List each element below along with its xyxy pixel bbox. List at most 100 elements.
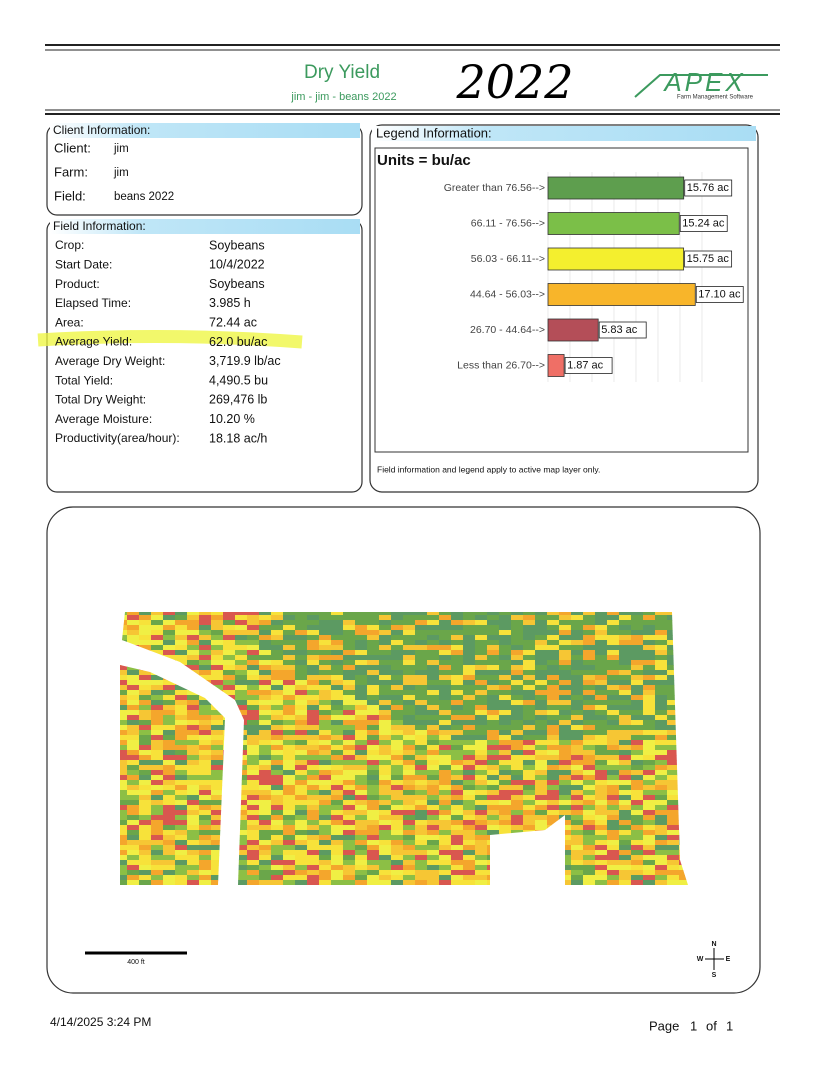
map-cell <box>571 795 584 801</box>
map-cell <box>163 770 176 776</box>
map-cell <box>691 835 704 841</box>
map-cell <box>463 700 476 706</box>
map-cell <box>415 665 428 671</box>
map-cell <box>511 670 524 676</box>
map-cell <box>259 640 272 646</box>
map-cell <box>451 760 464 766</box>
map-cell <box>607 695 620 701</box>
map-cell <box>583 760 596 766</box>
map-cell <box>655 655 668 661</box>
map-cell <box>679 860 688 866</box>
map-cell <box>619 680 632 686</box>
map-cell <box>655 760 668 766</box>
map-cell <box>631 880 644 885</box>
map-cell <box>211 630 224 636</box>
map-cell <box>187 660 200 666</box>
map-cell <box>247 785 260 791</box>
map-cell <box>679 830 688 836</box>
map-cell <box>547 630 560 636</box>
map-cell <box>679 625 688 631</box>
map-cell <box>319 780 332 786</box>
map-cell <box>319 810 332 816</box>
map-cell <box>607 800 620 806</box>
map-cell <box>415 755 428 761</box>
map-cell <box>439 650 452 656</box>
map-cell <box>571 715 584 721</box>
map-cell <box>391 715 404 721</box>
map-cell <box>307 720 320 726</box>
map-cell <box>499 625 512 631</box>
map-cell <box>511 750 524 756</box>
map-cell <box>667 875 680 881</box>
map-cell <box>151 615 164 621</box>
map-cell <box>379 745 392 751</box>
map-cell <box>259 880 272 885</box>
map-cell <box>343 635 356 641</box>
map-cell <box>607 605 620 611</box>
map-cell <box>667 785 680 791</box>
map-cell <box>307 665 320 671</box>
map-cell <box>127 720 140 726</box>
map-cell <box>391 645 404 651</box>
map-cell <box>559 630 572 636</box>
map-cell <box>643 630 656 636</box>
map-cell <box>487 700 500 706</box>
map-cell <box>619 690 632 696</box>
map-cell <box>235 680 248 686</box>
map-cell <box>271 860 284 866</box>
map-cell <box>367 650 380 656</box>
map-cell <box>655 710 668 716</box>
map-cell <box>559 800 572 806</box>
map-cell <box>199 795 212 801</box>
map-cell <box>139 605 152 611</box>
map-cell <box>120 760 128 766</box>
map-cell <box>163 612 176 616</box>
map-cell <box>319 635 332 641</box>
map-cell <box>127 805 140 811</box>
map-cell <box>559 740 572 746</box>
map-cell <box>391 790 404 796</box>
map-cell <box>355 845 368 851</box>
map-cell <box>475 850 488 856</box>
map-cell <box>283 840 296 846</box>
value-label-box <box>564 357 613 374</box>
map-cell <box>343 612 356 616</box>
map-cell <box>691 755 704 761</box>
map-cell <box>631 795 644 801</box>
map-cell <box>367 870 380 876</box>
map-cell <box>583 785 596 791</box>
compass-w: W <box>697 956 704 963</box>
map-cell <box>583 690 596 696</box>
map-cell <box>391 835 404 841</box>
map-cell <box>391 755 404 761</box>
map-cell <box>655 865 668 871</box>
map-cell <box>223 612 236 616</box>
map-cell <box>547 650 560 656</box>
map-cell <box>619 625 632 631</box>
map-cell <box>151 640 164 646</box>
map-cell <box>475 620 488 626</box>
map-cell <box>583 880 596 885</box>
map-cell <box>223 875 236 881</box>
map-cell <box>415 870 428 876</box>
map-cell <box>475 725 488 731</box>
map-cell <box>235 760 248 766</box>
map-cell <box>523 835 536 841</box>
map-cell <box>595 800 608 806</box>
map-cell <box>151 670 164 676</box>
map-cell <box>343 735 356 741</box>
map-cell <box>511 855 524 861</box>
map-cell <box>571 635 584 641</box>
map-cell <box>120 645 128 651</box>
map-cell <box>643 720 656 726</box>
map-cell <box>379 690 392 696</box>
map-cell <box>271 655 284 661</box>
map-cell <box>559 700 572 706</box>
map-cell <box>355 635 368 641</box>
map-cell <box>199 730 212 736</box>
map-cell <box>391 730 404 736</box>
map-cell <box>247 815 260 821</box>
map-cell <box>295 805 308 811</box>
map-cell <box>439 695 452 701</box>
map-cell <box>223 670 236 676</box>
